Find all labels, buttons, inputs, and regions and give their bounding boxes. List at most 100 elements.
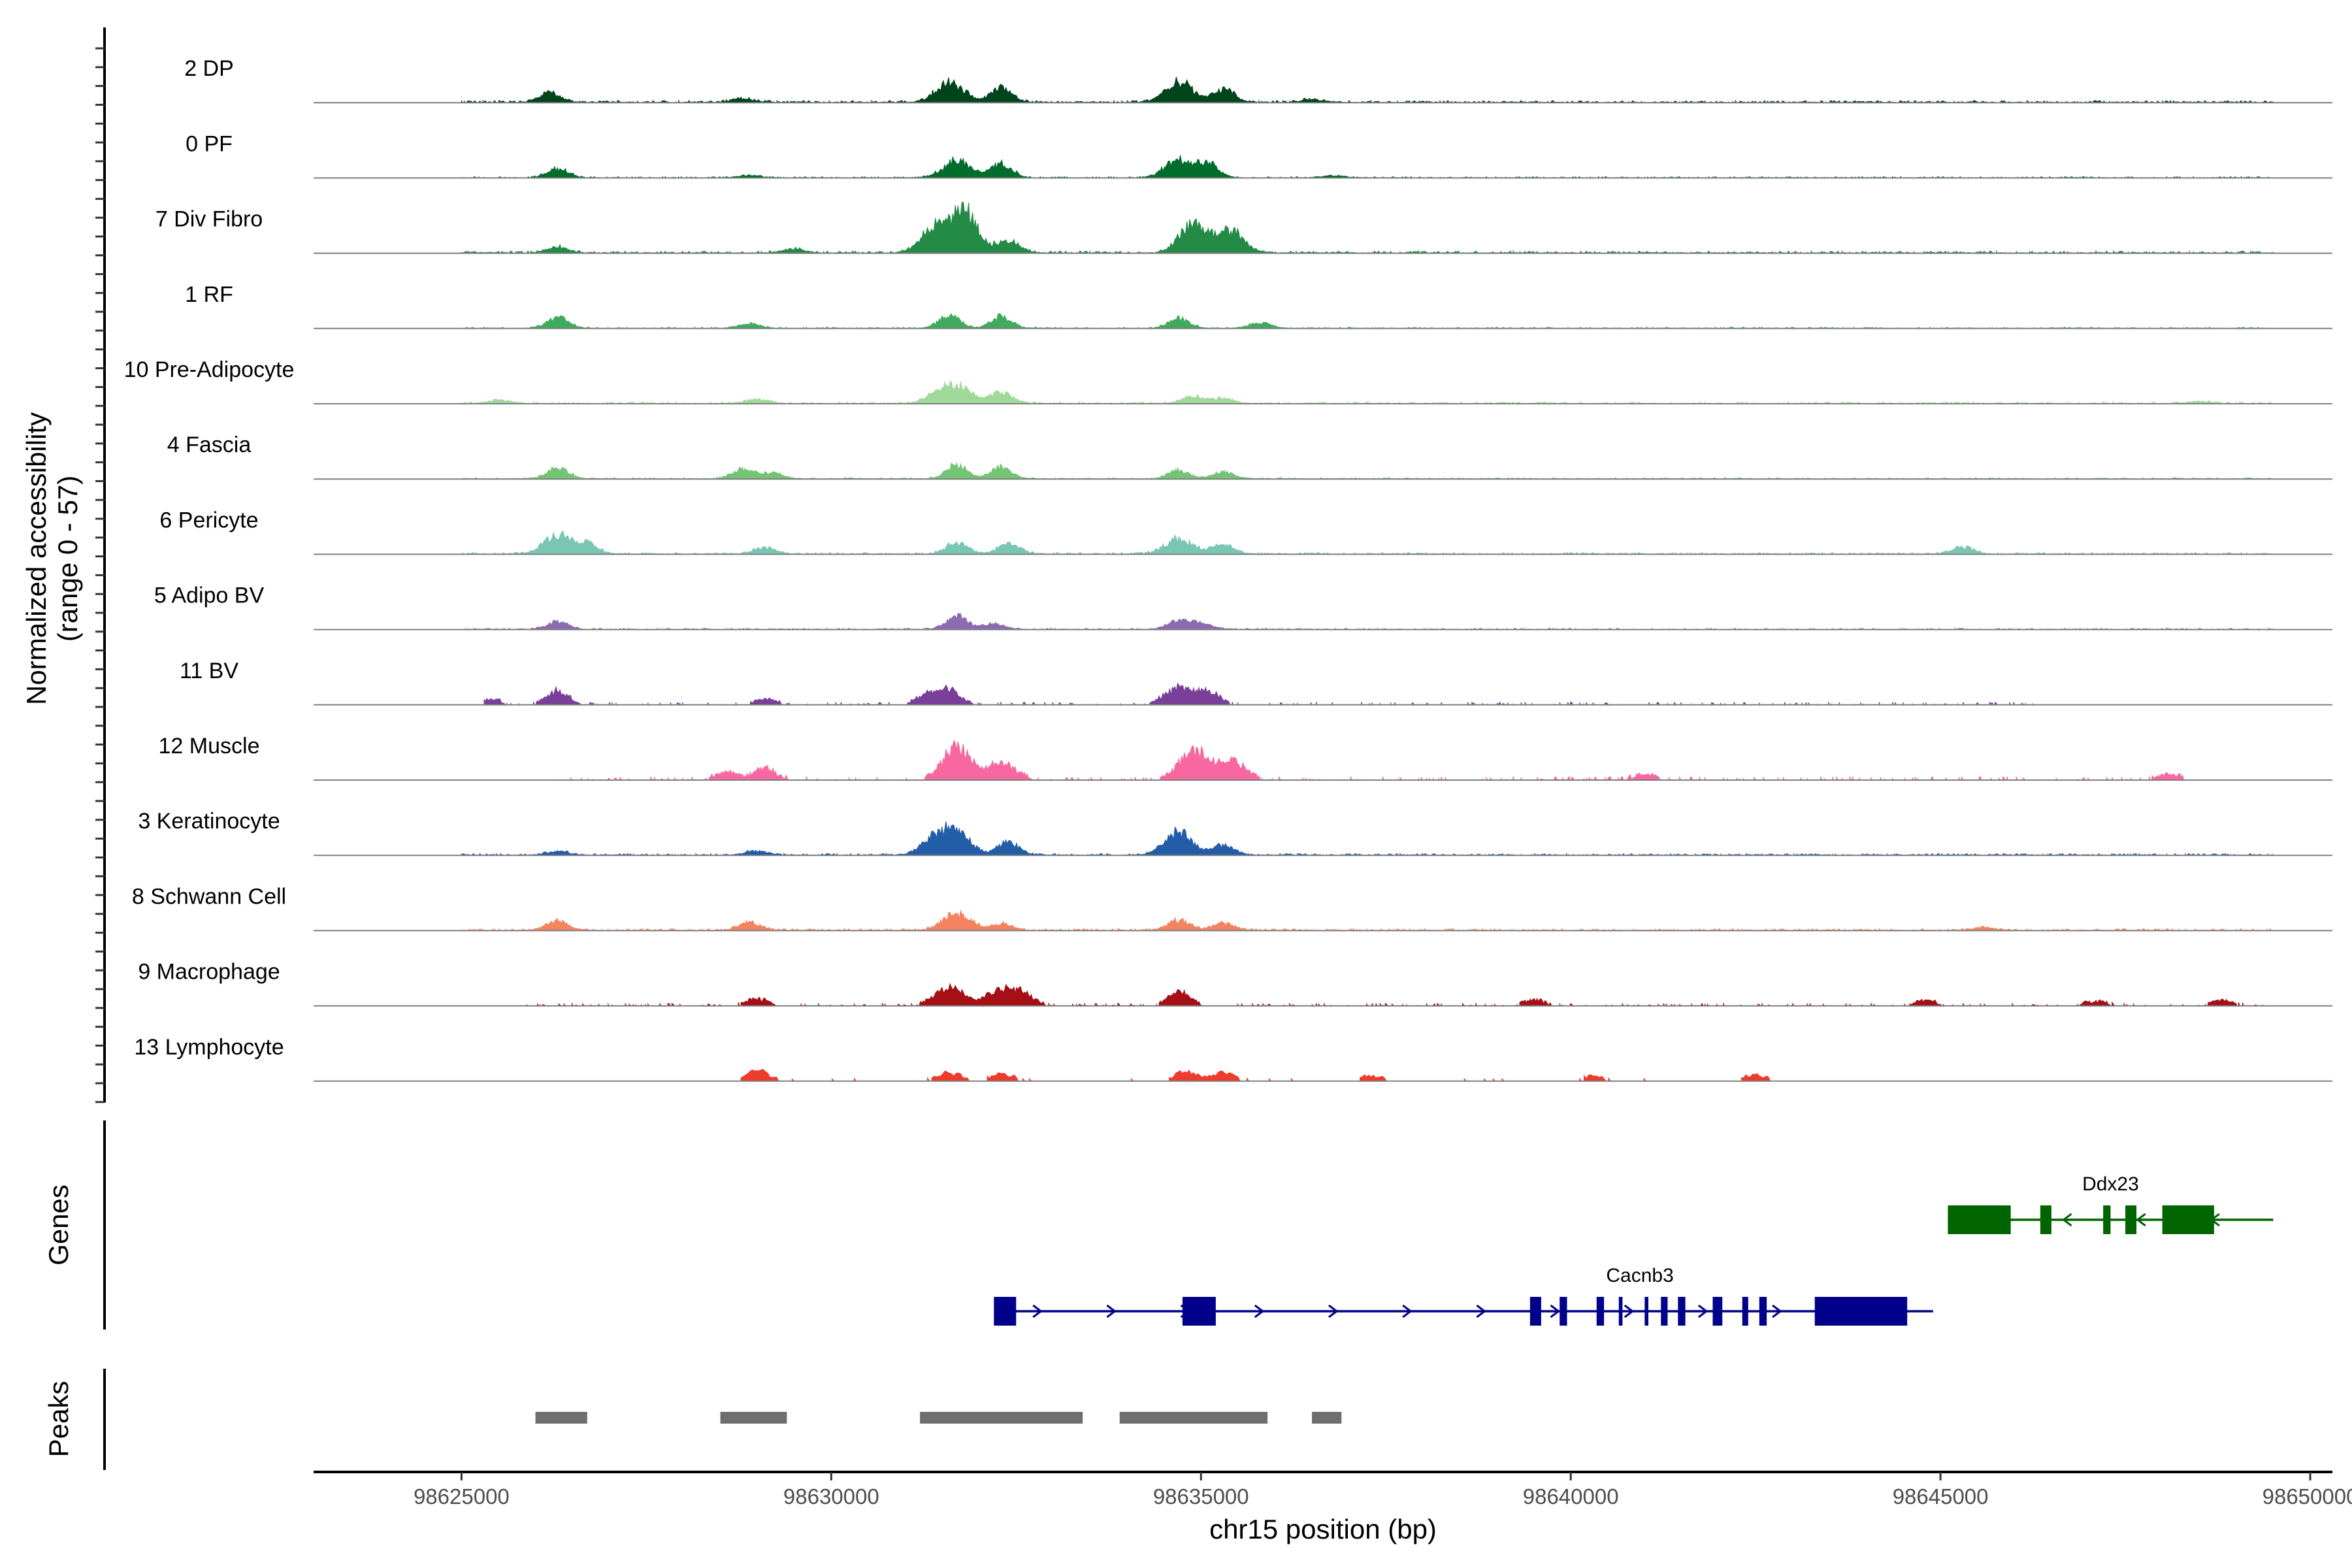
- track-label: 9 Macrophage: [138, 960, 280, 985]
- coverage-area: [895, 202, 1047, 254]
- coverage-area: [1289, 97, 1352, 103]
- coverage-area: [1160, 745, 1261, 781]
- coverage-area: [750, 697, 783, 706]
- x-tick-label: 98630000: [783, 1484, 879, 1509]
- coverage-area: [530, 244, 597, 254]
- coverage-area: [931, 1070, 970, 1082]
- coverage-area: [906, 156, 1033, 178]
- coverage-area: [1169, 1070, 1241, 1082]
- peaks-panel-label: Peaks: [43, 1381, 74, 1458]
- coverage-area: [517, 90, 588, 103]
- strand-arrow: [1106, 1304, 1117, 1318]
- track-label: 11 BV: [180, 659, 238, 683]
- gene-model: Cacnb3: [994, 1265, 1933, 1326]
- coverage-area: [1232, 321, 1290, 329]
- coverage-area: [1148, 316, 1210, 329]
- track-label: 0 PF: [186, 131, 233, 156]
- gene-exon: [1742, 1297, 1748, 1326]
- track-label: 8 Schwann Cell: [132, 884, 286, 909]
- coverage-area: [1309, 174, 1363, 178]
- track-label: 13 Lymphocyte: [134, 1035, 284, 1060]
- y-axis-title-line1: Normalized accessibility: [21, 412, 52, 705]
- coverage-area: [1584, 1074, 1607, 1082]
- strand-arrow: [1402, 1304, 1413, 1318]
- coverage-tracks: 2 DP 0 PF 7 Div Fibro 1 RF 10 Pre-Adipocyte 4…: [124, 56, 2332, 1082]
- coverage-area: [1145, 618, 1239, 630]
- track-label: 7 Div Fibro: [155, 207, 263, 232]
- gene-exon: [1618, 1297, 1623, 1326]
- coverage-area: [2151, 772, 2185, 781]
- x-tick-label: 98635000: [1153, 1484, 1249, 1509]
- gene-exon: [1678, 1297, 1686, 1326]
- coverage-track: 6 Pericyte: [159, 508, 2332, 555]
- gene-exon: [2125, 1205, 2137, 1234]
- y-axis: Normalized accessibility(range 0 - 57): [21, 27, 106, 1103]
- y-axis-ticks: [95, 47, 105, 1103]
- coverage-track: 9 Macrophage: [138, 960, 2332, 1007]
- strand-arrow: [1032, 1304, 1043, 1318]
- x-axis-title: chr15 position (bp): [1209, 1514, 1437, 1544]
- coverage-area: [1132, 826, 1256, 856]
- y-axis-title-line2: (range 0 - 57): [52, 476, 83, 642]
- gene-exon: [1814, 1297, 1908, 1326]
- gene-name: Cacnb3: [1606, 1265, 1673, 1286]
- peak-region: [1312, 1412, 1342, 1424]
- genes-panel: Genes Cacnb3 Ddx23: [43, 1120, 2274, 1330]
- coverage-track: 12 Muscle: [159, 734, 2332, 781]
- coverage-area: [895, 821, 1047, 856]
- peak-region: [535, 1412, 587, 1424]
- coverage-area: [896, 77, 1051, 103]
- track-label: 4 Fascia: [167, 433, 252, 457]
- x-axis: 98625000 98630000 98635000 98640000 98645000…: [314, 1471, 2352, 1544]
- gene-exon: [1759, 1297, 1767, 1326]
- coverage-area: [723, 321, 776, 329]
- x-tick-label: 98625000: [414, 1484, 510, 1509]
- gene-exon: [994, 1297, 1017, 1326]
- x-tick-label: 98650000: [2262, 1484, 2352, 1509]
- gene-exon: [2103, 1205, 2111, 1234]
- coverage-area: [1627, 772, 1662, 781]
- coverage-area: [483, 698, 506, 706]
- coverage-area: [731, 849, 783, 856]
- gene-exon: [1948, 1205, 2011, 1234]
- coverage-area: [740, 1069, 779, 1082]
- coverage-track: 8 Schwann Cell: [132, 884, 2332, 932]
- strand-arrow: [1624, 1304, 1635, 1318]
- coverage-area: [1158, 988, 1203, 1007]
- gene-exon: [1596, 1297, 1605, 1326]
- coverage-area: [740, 996, 777, 1007]
- coverage-area: [1931, 545, 1993, 555]
- coverage-area: [536, 685, 582, 706]
- coverage-area: [987, 1072, 1019, 1082]
- coverage-area: [768, 246, 823, 254]
- coverage-track: 5 Adipo BV: [154, 583, 2332, 630]
- track-label: 3 Keratinocyte: [138, 809, 280, 834]
- coverage-area: [518, 917, 600, 931]
- coverage-track: 11 BV: [180, 659, 2332, 706]
- coverage-area: [1909, 998, 1942, 1007]
- gene-exon: [1661, 1297, 1668, 1326]
- coverage-area: [738, 546, 803, 555]
- coverage-area: [1143, 218, 1279, 254]
- strand-arrow: [1476, 1304, 1486, 1318]
- coverage-area: [529, 315, 593, 329]
- track-label: 5 Adipo BV: [154, 583, 265, 608]
- genes-panel-label: Genes: [43, 1184, 74, 1266]
- coverage-area: [708, 764, 791, 781]
- x-tick-label: 98640000: [1523, 1484, 1619, 1509]
- coverage-area: [1151, 466, 1256, 480]
- coverage-area: [2080, 999, 2112, 1007]
- coverage-area: [527, 165, 587, 178]
- gene-name: Ddx23: [2082, 1173, 2139, 1195]
- coverage-area: [921, 612, 1024, 630]
- coverage-area: [1126, 76, 1259, 103]
- coverage-area: [1741, 1073, 1771, 1082]
- coverage-track: 2 DP: [184, 56, 2332, 104]
- coverage-track: 1 RF: [185, 282, 2332, 329]
- coverage-area: [1138, 917, 1260, 931]
- gene-exon: [1529, 1297, 1541, 1326]
- track-label: 2 DP: [184, 56, 234, 81]
- coverage-area: [2170, 400, 2225, 404]
- strand-arrow: [1698, 1304, 1708, 1318]
- gene-exon: [1644, 1297, 1649, 1326]
